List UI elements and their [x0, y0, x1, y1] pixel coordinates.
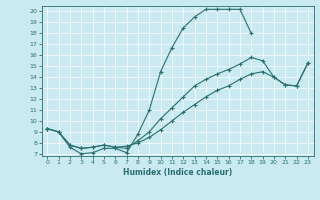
X-axis label: Humidex (Indice chaleur): Humidex (Indice chaleur)	[123, 168, 232, 177]
